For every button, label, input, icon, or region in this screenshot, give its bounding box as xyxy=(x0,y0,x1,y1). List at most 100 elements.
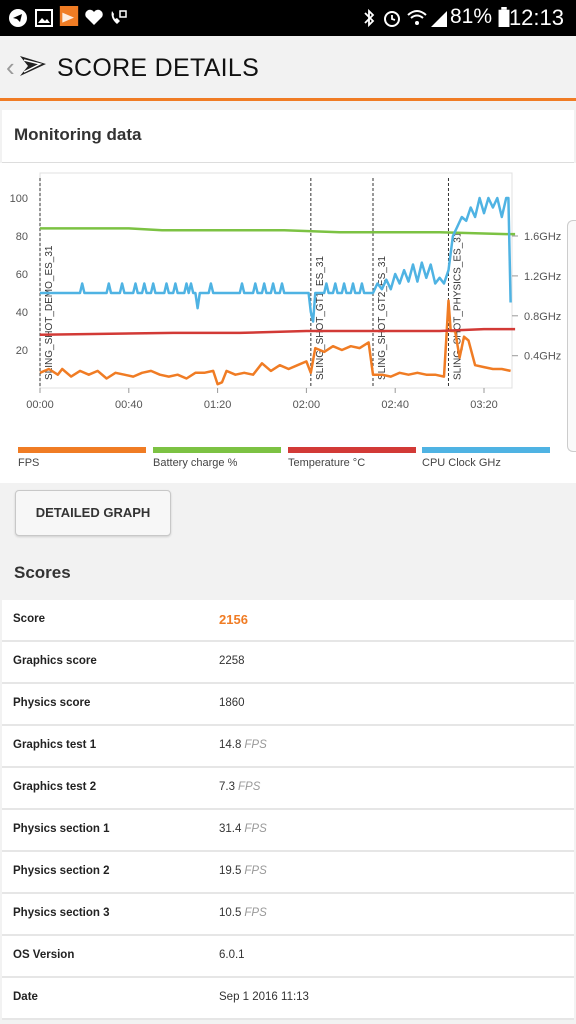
scores-title: Scores xyxy=(14,563,71,582)
x-tick-label: 03:20 xyxy=(470,399,498,411)
y-tick-label: 20 xyxy=(16,345,28,357)
score-value: 14.8 FPS xyxy=(219,739,267,751)
score-label: Graphics test 1 xyxy=(13,739,97,751)
score-label: Score xyxy=(13,613,45,625)
y-tick-label: 100 xyxy=(10,193,28,205)
alarm-icon xyxy=(384,11,400,27)
heart-icon xyxy=(85,9,103,25)
monitoring-chart: 100 80 60 40 20 1.6GHz 1.2GHz 0.8GHz 0.4GHz 00:00… xyxy=(10,172,561,411)
status-bar: 81% 12:13 xyxy=(0,0,576,36)
3dmark-notification-icon xyxy=(59,6,79,26)
battery-percentage: 81% xyxy=(449,5,492,28)
event-marker-label: SLING_SHOT_PHYSICS_ES_31 xyxy=(452,231,463,380)
gallery-icon xyxy=(35,9,53,27)
y-tick-label: 40 xyxy=(16,307,28,319)
score-unit: FPS xyxy=(244,739,267,751)
series-line xyxy=(39,327,516,337)
score-value: 1860 xyxy=(219,697,245,709)
score-value: 2156 xyxy=(219,612,248,627)
score-number: 7.3 xyxy=(219,781,235,793)
x-tick-label: 02:00 xyxy=(293,399,321,411)
score-number: 14.8 xyxy=(219,739,242,751)
y-right-tick-label: 1.6GHz xyxy=(524,231,561,243)
table-row: Graphics test 1 14.8 FPS xyxy=(2,726,574,768)
legend-swatch xyxy=(18,447,146,453)
score-unit: FPS xyxy=(244,865,267,877)
y-tick-label: 80 xyxy=(16,231,28,243)
legend-label: Battery charge % xyxy=(153,457,238,469)
score-label: Physics section 3 xyxy=(13,907,110,919)
x-tick-label: 00:00 xyxy=(26,399,54,411)
table-row: Physics score 1860 xyxy=(2,684,574,726)
legend-temperature: Temperature °C xyxy=(288,447,416,469)
scores-table: Score 2156 Graphics score 2258 Physics s… xyxy=(2,600,574,1020)
score-value: 6.0.1 xyxy=(219,949,245,961)
wifi-icon xyxy=(407,10,427,25)
score-label: Physics section 2 xyxy=(13,865,110,877)
score-value: 2258 xyxy=(219,655,245,667)
score-value: 31.4 FPS xyxy=(219,823,267,835)
score-unit: FPS xyxy=(244,823,267,835)
y-right-tick-label: 0.4GHz xyxy=(524,351,561,363)
legend-fps: FPS xyxy=(18,447,146,469)
score-label: OS Version xyxy=(13,949,75,961)
legend-cpu-clock: CPU Clock GHz xyxy=(422,447,550,469)
legend-swatch xyxy=(288,447,416,453)
event-marker-label: SLING_SHOT_GT1_ES_31 xyxy=(315,256,326,380)
scroll-handle[interactable] xyxy=(567,220,576,452)
score-label: Date xyxy=(13,991,38,1003)
legend-label: CPU Clock GHz xyxy=(422,457,501,469)
series-line xyxy=(40,227,516,236)
score-number: 31.4 xyxy=(219,823,242,835)
series-line xyxy=(40,196,512,323)
monitoring-card: Monitoring data xyxy=(2,110,574,163)
score-label: Physics section 1 xyxy=(13,823,110,835)
score-label: Graphics test 2 xyxy=(13,781,97,793)
monitoring-title: Monitoring data xyxy=(14,125,142,144)
legend-swatch xyxy=(153,447,281,453)
score-unit: FPS xyxy=(238,781,261,793)
score-value: 10.5 FPS xyxy=(219,907,267,919)
table-row: Score 2156 xyxy=(2,600,574,642)
score-value: 7.3 FPS xyxy=(219,781,260,793)
app-bar: ‹ SCORE DETAILS xyxy=(0,36,576,101)
legend-swatch xyxy=(422,447,550,453)
score-value: 19.5 FPS xyxy=(219,865,267,877)
table-row: Physics section 3 10.5 FPS xyxy=(2,894,574,936)
table-row: Physics section 1 31.4 FPS xyxy=(2,810,574,852)
score-number: 10.5 xyxy=(219,907,242,919)
y-right-tick-label: 0.8GHz xyxy=(524,311,561,323)
score-number: 19.5 xyxy=(219,865,242,877)
table-row: Graphics score 2258 xyxy=(2,642,574,684)
legend-battery: Battery charge % xyxy=(153,447,281,469)
table-row: OS Version 6.0.1 xyxy=(2,936,574,978)
chart-area: 100 80 60 40 20 1.6GHz 1.2GHz 0.8GHz 0.4GHz 00:00… xyxy=(0,163,576,483)
score-value: Sep 1 2016 11:13 xyxy=(219,991,309,1003)
back-chevron-icon[interactable]: ‹ xyxy=(6,52,15,82)
y-tick-label: 60 xyxy=(16,269,28,281)
table-row: Graphics test 2 7.3 FPS xyxy=(2,768,574,810)
battery-icon xyxy=(498,7,510,27)
signal-icon xyxy=(431,11,447,27)
page-title: SCORE DETAILS xyxy=(57,54,260,82)
event-marker-label: SLING_SHOT_DEMO_ES_31 xyxy=(44,245,55,380)
score-unit: FPS xyxy=(244,907,267,919)
series-line xyxy=(39,299,511,386)
table-row: Physics section 2 19.5 FPS xyxy=(2,852,574,894)
y-right-tick-label: 1.2GHz xyxy=(524,271,561,283)
table-row: Date Sep 1 2016 11:13 xyxy=(2,978,574,1020)
legend-label: Temperature °C xyxy=(288,457,366,469)
event-marker-label: SLING_SHOT_GT2_ES_31 xyxy=(377,256,388,380)
legend-label: FPS xyxy=(18,457,40,469)
telegram-icon xyxy=(9,9,27,27)
score-label: Physics score xyxy=(13,697,91,709)
x-tick-label: 02:40 xyxy=(381,399,409,411)
score-label: Graphics score xyxy=(13,655,97,667)
detailed-graph-button[interactable]: DETAILED GRAPH xyxy=(15,490,171,536)
3dmark-logo-icon[interactable] xyxy=(18,50,48,80)
bluetooth-icon xyxy=(364,8,375,28)
missed-call-icon xyxy=(111,10,127,24)
x-tick-label: 01:20 xyxy=(204,399,232,411)
x-tick-label: 00:40 xyxy=(115,399,143,411)
clock: 12:13 xyxy=(508,5,564,30)
